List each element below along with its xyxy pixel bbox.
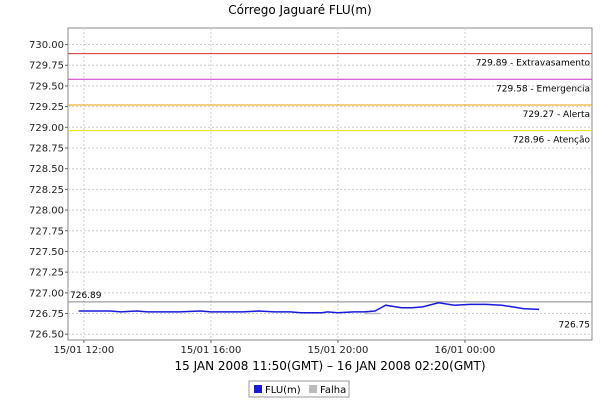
- x-tick-label: 16/01 00:00: [435, 345, 496, 356]
- annotations: 726.89 726.75: [70, 291, 590, 331]
- legend-box: [248, 380, 350, 398]
- reference-line-label: 729.27 - Alerta: [523, 110, 590, 120]
- y-tick-label: 729.50: [29, 81, 64, 92]
- x-tick-label: 15/01 16:00: [180, 345, 241, 356]
- grid-lines: [68, 28, 592, 340]
- x-axis-ticks: 15/01 12:00 15/01 16:00 15/01 20:00 16/01 0…: [53, 340, 495, 356]
- y-tick-label: 729.75: [29, 61, 64, 72]
- y-tick-label: 729.00: [29, 123, 64, 134]
- y-tick-label: 728.75: [29, 144, 64, 155]
- y-tick-label: 728.25: [29, 185, 64, 196]
- y-tick-label: 727.50: [29, 247, 64, 258]
- series-lines: [78, 302, 540, 315]
- y-axis-ticks: 730.00 729.75 729.50 729.25 729.00 728.75 728.…: [29, 40, 68, 341]
- y-tick-label: 730.00: [29, 40, 64, 51]
- legend-swatch: [254, 385, 262, 393]
- series-line-flu-m: [78, 302, 540, 314]
- x-tick-label: 15/01 20:00: [308, 345, 369, 356]
- reference-lines: 729.89 - Extravasamento 729.58 - Emergenc…: [68, 53, 592, 303]
- legend: FLU(m) Falha: [248, 380, 350, 398]
- y-tick-label: 729.25: [29, 102, 64, 113]
- reference-line-label: 729.58 - Emergencia: [496, 84, 590, 94]
- end-value-label: 726.75: [559, 321, 591, 331]
- y-tick-label: 727.25: [29, 268, 64, 279]
- plot-area: [67, 27, 593, 341]
- legend-swatch: [309, 385, 317, 393]
- y-tick-label: 728.50: [29, 164, 64, 175]
- y-tick-label: 728.00: [29, 206, 64, 217]
- chart-title: Córrego Jaguaré FLU(m): [228, 3, 371, 17]
- x-tick-label: 15/01 12:00: [53, 345, 114, 356]
- legend-label: Falha: [320, 385, 346, 396]
- time-range-subtitle: 15 JAN 2008 11:50(GMT) – 16 JAN 2008 02:…: [174, 359, 485, 373]
- reference-line-label: 728.96 - Atenção: [513, 136, 591, 146]
- y-tick-label: 726.75: [29, 309, 64, 320]
- legend-label: FLU(m): [265, 385, 301, 396]
- marker-line-label: 726.89: [70, 291, 102, 301]
- y-tick-label: 727.75: [29, 226, 64, 237]
- y-tick-label: 727.00: [29, 288, 64, 299]
- y-tick-label: 726.50: [29, 330, 64, 341]
- reference-line-label: 729.89 - Extravasamento: [476, 59, 591, 69]
